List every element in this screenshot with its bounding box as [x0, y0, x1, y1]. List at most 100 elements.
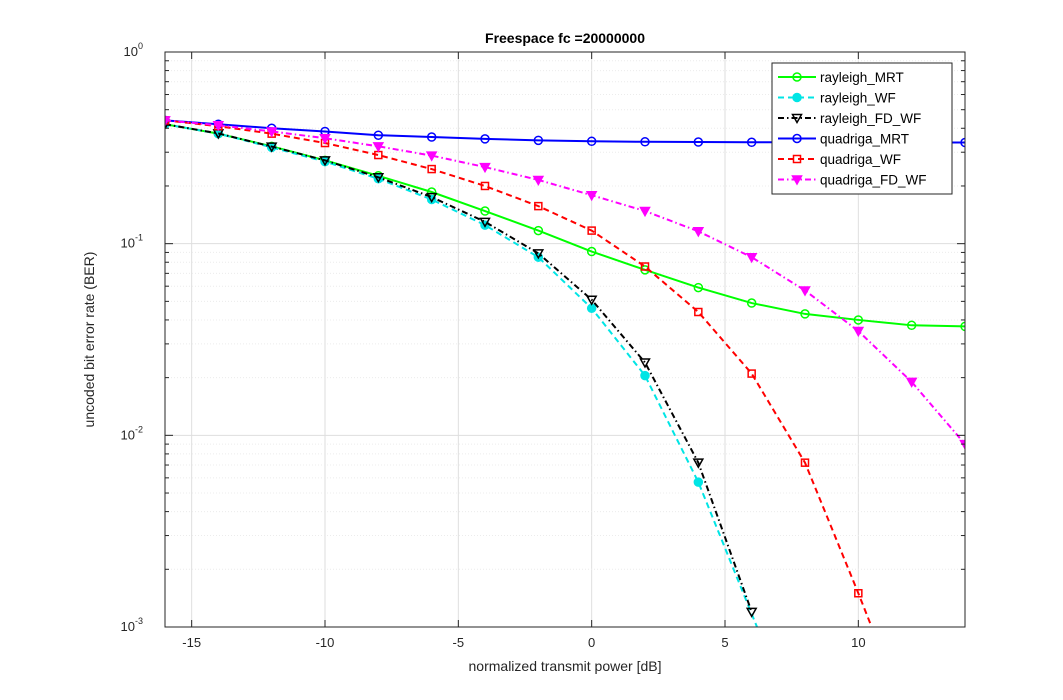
data-point: [854, 588, 863, 598]
data-point: [906, 320, 917, 331]
data-point: [372, 142, 385, 153]
data-point: [852, 326, 865, 338]
data-point: [480, 134, 490, 144]
data-point: [212, 120, 225, 132]
data-point: [853, 315, 864, 325]
data-point: [425, 192, 438, 204]
y-tick-base: 10: [124, 44, 138, 59]
legend-item: quadriga_MRT: [778, 132, 909, 147]
legend-marker: [792, 72, 802, 82]
data-point: [693, 282, 704, 293]
series-line: [165, 123, 753, 613]
x-tick-label: 0: [588, 635, 595, 650]
data-point: [319, 133, 331, 145]
data-point: [960, 137, 965, 148]
data-point: [585, 295, 598, 306]
legend-label: quadriga_FD_WF: [820, 173, 927, 188]
data-point: [639, 358, 651, 369]
data-point: [692, 458, 705, 469]
legend-marker: [791, 175, 803, 186]
data-point: [960, 321, 965, 332]
chart-title: Freespace fc =20000000: [485, 30, 645, 46]
data-point: [640, 137, 650, 147]
data-point: [533, 225, 544, 236]
legend-marker: [792, 133, 802, 144]
data-point: [426, 132, 437, 142]
legend-label: rayleigh_MRT: [820, 70, 904, 85]
legend-label: quadriga_WF: [820, 152, 901, 167]
data-point: [372, 173, 385, 184]
y-tick-base: 10: [121, 619, 135, 634]
data-point: [746, 298, 757, 308]
data-point: [799, 286, 811, 297]
series-line: [165, 119, 873, 627]
data-point: [693, 137, 704, 147]
series-line: [165, 119, 965, 445]
legend-marker: [792, 154, 802, 164]
data-point: [265, 142, 278, 153]
x-tick-label: -10: [316, 635, 335, 650]
data-point: [800, 458, 810, 467]
data-point: [480, 206, 490, 216]
y-tick-exponent: -2: [135, 424, 143, 434]
data-point: [532, 249, 545, 260]
data-point: [534, 201, 543, 211]
data-point: [165, 119, 171, 131]
data-point: [692, 227, 705, 238]
legend-marker: [792, 92, 802, 103]
data-point: [586, 136, 597, 147]
legend-label: quadriga_MRT: [820, 132, 909, 147]
x-axis-label: normalized transmit power [dB]: [469, 658, 662, 674]
data-point: [373, 130, 384, 140]
data-point: [533, 135, 544, 146]
y-tick-exponent: 0: [138, 41, 143, 51]
legend-item: rayleigh_WF: [778, 91, 896, 106]
x-tick-label: 5: [721, 635, 728, 650]
data-point: [319, 156, 331, 167]
y-tick-label: 100: [124, 41, 143, 59]
y-tick-base: 10: [121, 236, 135, 251]
legend: rayleigh_MRT rayleigh_WF rayleigh_FD_WFqua…: [771, 62, 953, 195]
y-tick-label: 10-1: [121, 233, 143, 251]
data-point: [745, 607, 758, 618]
x-tick-label: -5: [453, 635, 465, 650]
data-point: [640, 262, 650, 271]
legend-box: [771, 62, 953, 195]
data-point: [585, 190, 598, 202]
legend-item: rayleigh_FD_WF: [778, 111, 921, 126]
data-point: [745, 252, 758, 264]
legend-item: quadriga_WF: [778, 152, 901, 167]
data-point: [480, 181, 490, 191]
data-point: [479, 162, 491, 174]
x-tick-label: -15: [182, 635, 201, 650]
y-axis-label: uncoded bit error rate (BER): [81, 252, 97, 428]
data-point: [532, 175, 545, 186]
legend-item: quadriga_FD_WF: [778, 173, 927, 188]
data-point: [747, 369, 756, 378]
y-tick-label: 10-2: [121, 424, 143, 442]
series-rayleigh-fd-wf: [165, 119, 758, 618]
data-point: [425, 151, 438, 162]
y-tick-exponent: -3: [135, 616, 143, 626]
axes-frame: [164, 51, 966, 628]
y-tick-base: 10: [121, 427, 135, 442]
x-tick-label: 10: [851, 635, 865, 650]
legend-label: rayleigh_FD_WF: [820, 111, 921, 126]
data-point: [586, 246, 597, 257]
data-point: [746, 137, 757, 148]
data-point: [905, 377, 918, 388]
data-point: [427, 164, 436, 174]
y-tick-label: 10-3: [121, 616, 143, 634]
data-point: [479, 217, 491, 228]
data-point: [693, 477, 704, 487]
series-quadriga-fd-wf: [165, 116, 965, 451]
data-point: [265, 127, 278, 138]
legend-label: rayleigh_WF: [820, 91, 896, 106]
data-point: [639, 206, 651, 218]
data-point: [165, 116, 171, 127]
legend-item: rayleigh_MRT: [778, 70, 904, 85]
data-point: [800, 309, 810, 319]
data-point: [640, 370, 650, 381]
